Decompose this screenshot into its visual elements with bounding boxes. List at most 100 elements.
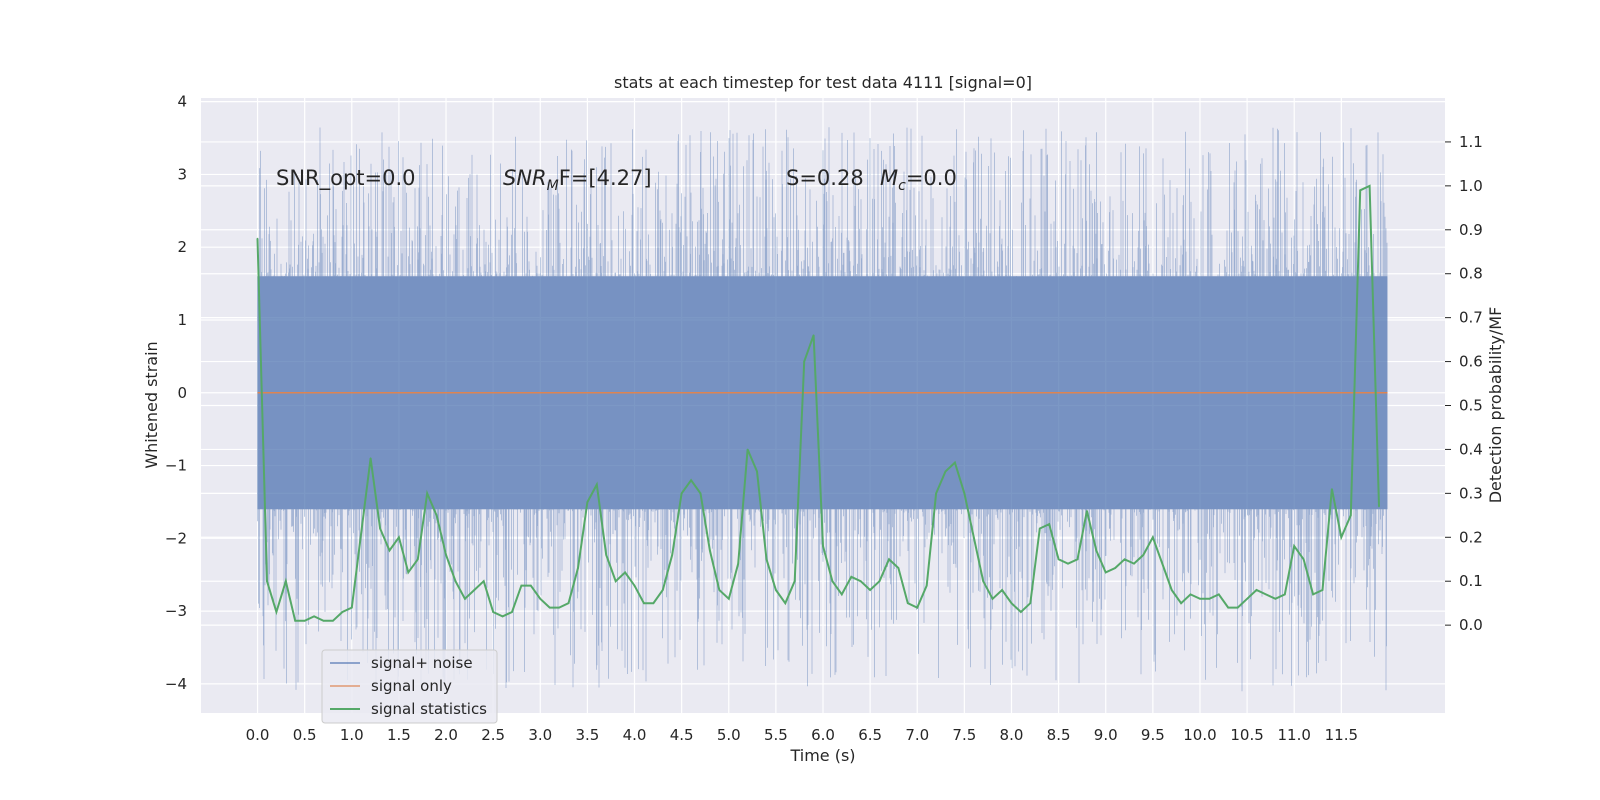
y-right-tick-label: 1.1 — [1459, 133, 1483, 151]
statistics-point — [963, 492, 966, 495]
x-tick-label: 1.5 — [387, 726, 411, 744]
x-tick-label: 8.5 — [1047, 726, 1071, 744]
series-signal-statistics — [256, 184, 1380, 622]
statistics-point — [1274, 598, 1277, 600]
annotation-snr-opt: SNR_opt=0.0 — [276, 166, 416, 191]
statistics-point — [1076, 558, 1079, 561]
statistics-point — [530, 584, 532, 587]
statistics-point — [1086, 510, 1088, 512]
statistics-point — [614, 580, 617, 582]
x-tick-label: 6.0 — [811, 726, 835, 744]
statistics-point — [341, 611, 344, 613]
statistics-point — [275, 611, 278, 613]
statistics-point — [633, 584, 636, 587]
annotation-mc: Mc=0.0 — [880, 166, 957, 194]
statistics-point — [709, 549, 711, 552]
statistics-point — [369, 457, 372, 460]
statistics-point — [360, 532, 363, 534]
statistics-point — [973, 536, 975, 539]
statistics-point — [1161, 562, 1164, 565]
y-right-tick-label: 0.9 — [1459, 221, 1483, 239]
statistics-point — [1312, 593, 1314, 596]
statistics-point — [1057, 558, 1060, 561]
statistics-point — [1095, 549, 1098, 552]
x-tick-label: 11.5 — [1325, 726, 1358, 744]
x-axis-label: Time (s) — [789, 746, 855, 765]
statistics-point — [850, 576, 853, 578]
statistics-point — [567, 602, 570, 604]
statistics-point — [925, 584, 928, 587]
statistics-point — [1246, 598, 1248, 600]
statistics-point — [1331, 488, 1333, 490]
statistics-point — [1020, 611, 1022, 613]
statistics-point — [1180, 602, 1182, 604]
statistics-line — [256, 184, 1380, 622]
annotation-snr-mf-suffix: F=[4.27] — [559, 166, 652, 190]
y-right-tick-label: 0.3 — [1459, 484, 1483, 502]
annotation-snr-mf: SNRMF=[4.27] — [503, 166, 652, 194]
statistics-point — [1048, 523, 1050, 525]
x-tick-label: 8.0 — [1000, 726, 1024, 744]
statistics-point — [982, 580, 984, 582]
statistics-point — [1152, 536, 1154, 539]
statistics-point — [1170, 589, 1173, 591]
y-right-tick-label: 0.8 — [1459, 265, 1483, 283]
x-tick-label: 3.0 — [528, 726, 552, 744]
x-tick-label: 7.0 — [905, 726, 929, 744]
statistics-point — [417, 558, 419, 561]
legend-label-signal-statistics: signal statistics — [371, 700, 487, 718]
statistics-point — [624, 571, 626, 574]
statistics-point — [1284, 593, 1286, 596]
statistics-point — [464, 598, 466, 600]
x-tick-label: 9.5 — [1141, 726, 1165, 744]
legend-label-signal-only: signal only — [371, 677, 452, 695]
x-tick-label: 10.5 — [1230, 726, 1263, 744]
statistics-point — [907, 602, 909, 604]
y-right-tick-label: 0.4 — [1459, 440, 1483, 458]
statistics-point — [935, 492, 937, 495]
statistics-point — [285, 580, 287, 582]
statistics-point — [520, 584, 523, 587]
statistics-point — [1123, 558, 1126, 561]
statistics-point — [859, 580, 862, 582]
statistics-point — [426, 492, 429, 495]
y-right-tick-labels: 0.0 0.1 0.2 0.3 0.4 0.5 0.6 0.7 0.8 0.9 1.0 1.1 — [1445, 133, 1483, 634]
statistics-point — [737, 562, 739, 565]
statistics-point — [822, 545, 824, 547]
x-tick-label: 4.5 — [670, 726, 694, 744]
y-right-tick-label: 0.0 — [1459, 616, 1483, 634]
y-right-tick-label: 0.2 — [1459, 528, 1483, 546]
statistics-point — [690, 479, 692, 482]
statistics-point — [1208, 598, 1211, 600]
annotation-s-value: S=0.28 — [786, 166, 864, 190]
statistics-point — [256, 237, 259, 240]
legend-label-signal-noise: signal+ noise — [371, 654, 473, 672]
statistics-point — [1227, 606, 1229, 609]
statistics-point — [473, 589, 476, 591]
y-left-tick-label: −1 — [165, 457, 187, 475]
x-tick-label: 6.5 — [858, 726, 882, 744]
y-right-tick-label: 0.6 — [1459, 353, 1483, 371]
statistics-point — [869, 589, 871, 591]
statistics-point — [1321, 589, 1324, 591]
y-left-tick-label: 4 — [177, 93, 187, 111]
x-tick-label: 2.0 — [434, 726, 458, 744]
statistics-point — [407, 571, 410, 574]
statistics-point — [351, 606, 353, 609]
x-tick-label: 5.0 — [717, 726, 741, 744]
legend: signal+ noise signal only signal statist… — [321, 649, 498, 724]
statistics-point — [888, 558, 890, 561]
statistics-point — [1265, 593, 1267, 596]
annotation-snr-mf-prefix: SNR — [503, 166, 547, 190]
statistics-point — [1142, 554, 1145, 556]
x-tick-label: 10.0 — [1183, 726, 1216, 744]
x-tick-label: 0.0 — [246, 726, 270, 744]
statistics-point — [303, 620, 306, 622]
statistics-point — [775, 589, 777, 591]
statistics-point — [454, 580, 457, 582]
statistics-point — [605, 554, 607, 556]
statistics-point — [718, 589, 721, 591]
statistics-point — [482, 580, 485, 582]
statistics-point — [746, 448, 749, 451]
y-left-tick-label: −4 — [165, 675, 187, 693]
